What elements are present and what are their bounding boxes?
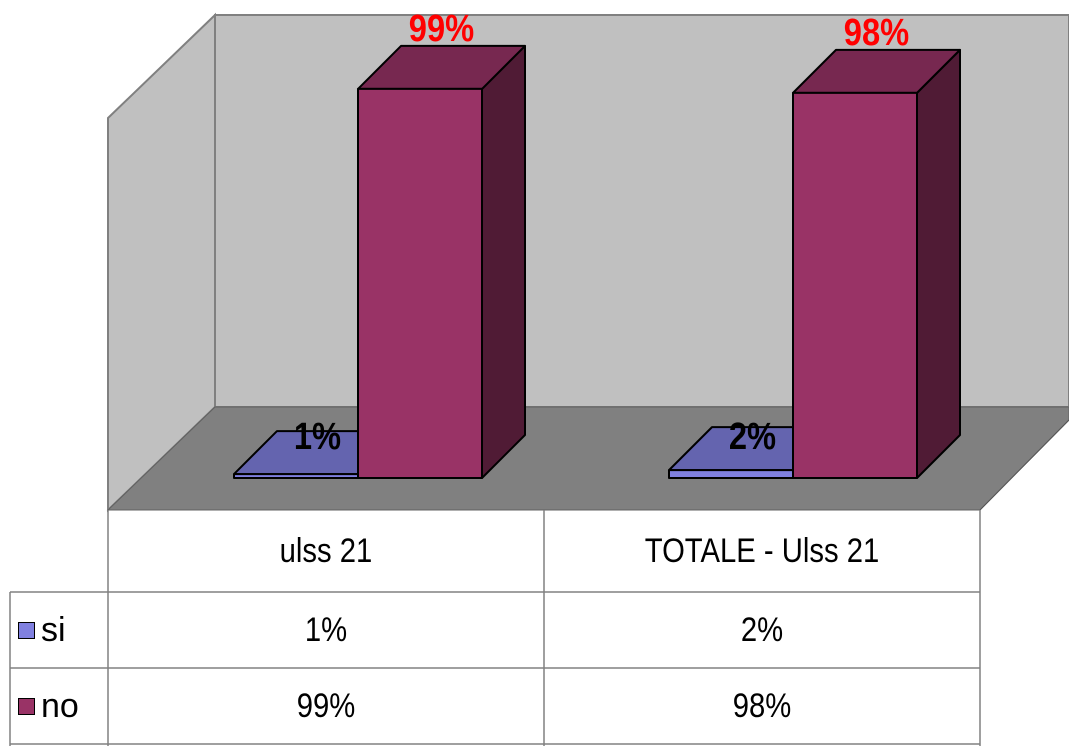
floor-front-edge xyxy=(979,419,1069,511)
value-label-no: 99% xyxy=(409,7,474,50)
bars-group xyxy=(233,44,961,479)
bar-front-face xyxy=(792,91,918,479)
value-label-si: 2% xyxy=(729,415,776,458)
bar-front-face xyxy=(233,473,359,479)
bar-no xyxy=(357,44,526,479)
bar-side-face xyxy=(481,44,526,479)
bar-side-face xyxy=(916,48,961,479)
value-label-no: 98% xyxy=(844,11,909,54)
bar-front-face xyxy=(668,469,794,479)
value-labels-group: 1% 99% 2% 98% xyxy=(294,7,909,458)
value-label-si: 1% xyxy=(294,415,341,458)
bar-front-face xyxy=(357,87,483,479)
bar-no xyxy=(792,48,961,479)
